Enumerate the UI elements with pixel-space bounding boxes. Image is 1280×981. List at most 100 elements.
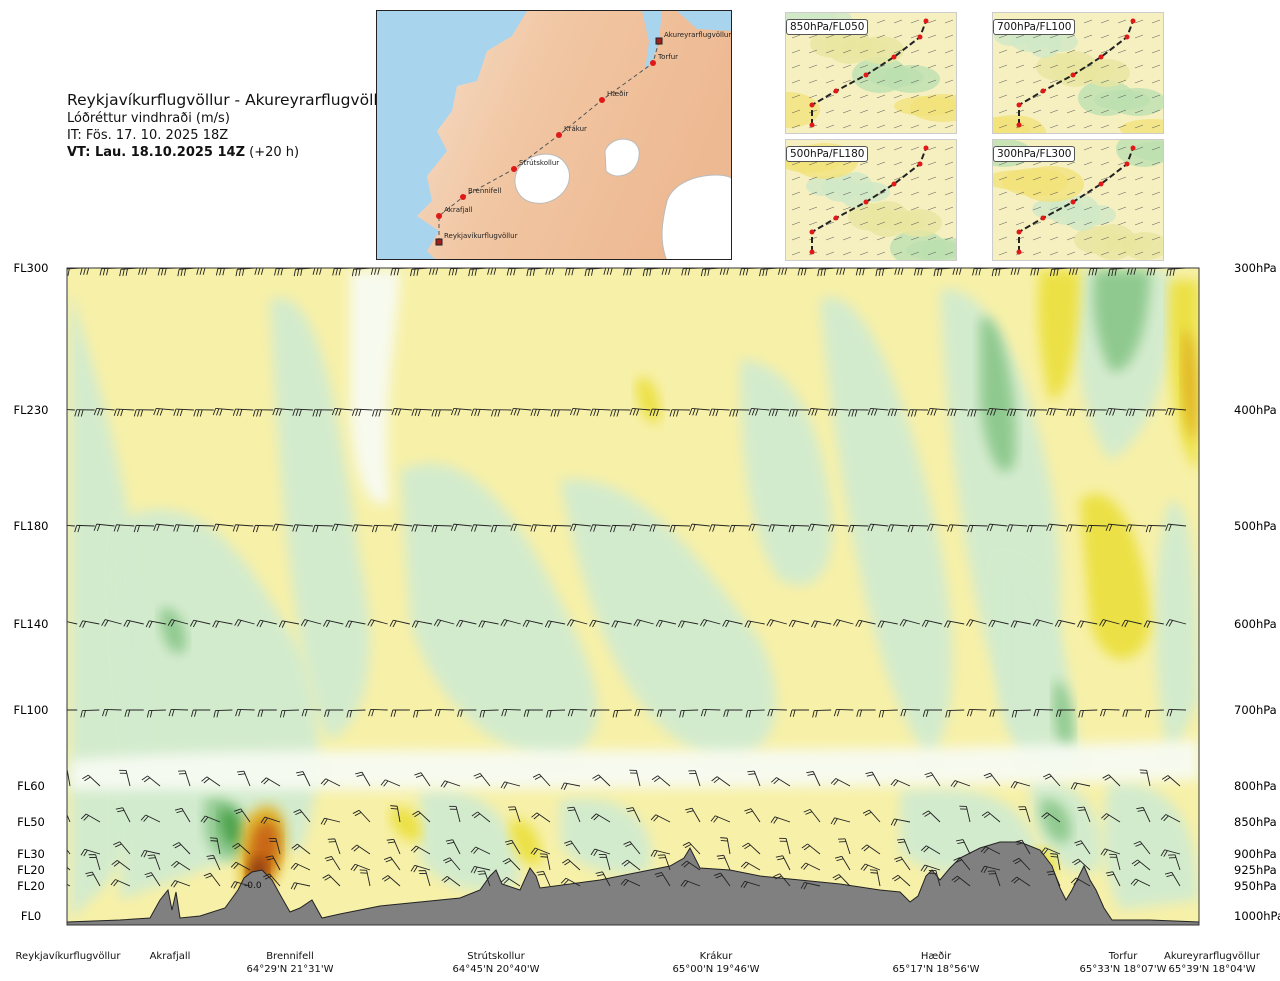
- wind-barb-feather: [550, 409, 554, 417]
- wind-barb-feather: [434, 709, 438, 717]
- wind-barb-feather: [263, 817, 268, 825]
- mini-map-barb: [1015, 176, 1025, 181]
- wind-barb-feather: [367, 619, 372, 626]
- wind-barb-feather: [490, 525, 494, 533]
- wind-barb-feather: [431, 409, 435, 417]
- mini-map-barb: [910, 34, 920, 39]
- wind-barb-feather: [1100, 709, 1103, 717]
- wind-barb-feather: [293, 864, 299, 871]
- mini-map-barb: [1117, 191, 1127, 196]
- wind-barb-feather: [920, 268, 923, 276]
- wind-barb-feather: [428, 268, 432, 275]
- wind-barb-feather: [970, 709, 973, 717]
- wind-barb-feather: [739, 268, 742, 276]
- mini-map-barb: [1134, 94, 1144, 99]
- waypoint-label: Torfur 65°33'N 18°07'W: [1080, 950, 1167, 976]
- mini-map-barb: [1151, 191, 1161, 196]
- wind-barb-feather: [417, 409, 421, 417]
- wind-barb-feather: [1070, 782, 1075, 790]
- wind-barb-feather: [278, 408, 283, 416]
- field-region: [270, 298, 370, 740]
- wind-barb-feather: [1029, 525, 1033, 533]
- wind-barb-feather: [393, 709, 397, 717]
- wind-barb-feather: [855, 268, 859, 276]
- wind-barb-feather: [411, 524, 415, 532]
- wind-barb-feather: [454, 408, 458, 416]
- wind-barb-feather: [550, 525, 554, 533]
- wind-barb-feather: [719, 268, 723, 275]
- wind-barb-feather: [537, 873, 545, 876]
- wind-barb-feather: [1011, 710, 1015, 718]
- wind-barb-feather: [983, 847, 989, 854]
- wind-barb-feather: [655, 619, 660, 627]
- mini-map-barb: [1049, 94, 1059, 99]
- wind-barb-feather: [83, 815, 89, 821]
- wind-barb-feather: [836, 709, 840, 717]
- wind-barb-feather: [1049, 524, 1053, 532]
- left-axis-label: FL20: [17, 879, 45, 893]
- wind-barb-feather: [720, 837, 728, 839]
- mini-map-barb: [1049, 64, 1059, 69]
- wind-barb-feather: [272, 408, 276, 416]
- field-region: [420, 788, 520, 891]
- mini-map-point: [1070, 72, 1076, 78]
- mini-map-barb: [876, 176, 886, 181]
- mini-map-barb: [944, 19, 954, 24]
- wind-barb-feather: [441, 876, 448, 882]
- wind-barb-feather: [679, 710, 682, 718]
- wind-barb-feather: [859, 709, 863, 717]
- wind-barb-feather: [755, 408, 759, 416]
- wind-barb-feather: [1066, 524, 1070, 532]
- mini-map-barb: [944, 64, 954, 69]
- wind-barb-feather: [747, 621, 752, 628]
- wind-barb-feather: [930, 408, 934, 416]
- wind-barb-feather: [1112, 408, 1116, 416]
- wind-barb-feather: [913, 268, 917, 276]
- wind-barb-feather: [115, 843, 122, 848]
- wind-barb-feather: [194, 709, 197, 717]
- valid-time-prefix: VT: Lau. 18.10.2025 14Z: [67, 145, 246, 160]
- mini-map-barb: [859, 221, 869, 226]
- wind-barb-feather: [157, 268, 161, 276]
- wind-barb-feather: [386, 838, 394, 841]
- mini-map-barb: [910, 161, 920, 166]
- wind-barb-feather: [172, 842, 180, 847]
- wind-barb-feather: [159, 408, 163, 416]
- wind-barb-feather: [295, 524, 299, 532]
- map-station-label: Strútskollur: [519, 159, 559, 167]
- left-axis-label: FL60: [17, 779, 45, 793]
- wind-barb-feather: [1073, 783, 1078, 790]
- wind-barb-feather: [1103, 709, 1106, 717]
- vertical-wind-field: [70, 270, 1199, 920]
- mini-map-barb: [1066, 109, 1076, 114]
- wind-barb-feather: [1066, 408, 1070, 416]
- wind-barb-feather: [235, 709, 239, 717]
- mini-map-barb: [927, 161, 937, 166]
- wind-barb-feather: [870, 524, 875, 532]
- wind-barb-feather: [751, 408, 756, 416]
- wind-barb-feather: [745, 268, 749, 276]
- wind-barb-feather: [1166, 709, 1170, 717]
- wind-barb-feather: [1148, 525, 1152, 533]
- wind-barb-feather: [503, 782, 508, 789]
- wind-barb-feather: [141, 268, 145, 275]
- wind-barb-feather: [233, 882, 238, 889]
- wind-barb-feather: [300, 619, 306, 626]
- mini-map-barb: [825, 191, 835, 196]
- wind-barb-feather: [688, 523, 693, 531]
- mini-map-barb: [1100, 236, 1110, 241]
- wind-barb-feather: [713, 872, 721, 876]
- mini-map-barb: [910, 146, 920, 151]
- map-station-label: Reykjavíkurflugvöllur: [444, 232, 518, 240]
- wind-barb-feather: [920, 864, 926, 872]
- wind-barb-feather: [326, 620, 331, 628]
- mini-map-point: [1098, 181, 1104, 187]
- wind-barb-feather: [513, 268, 516, 276]
- wind-barb-feather: [1069, 409, 1073, 417]
- wind-barb-feather: [500, 619, 505, 626]
- wind-barb-feather: [815, 710, 818, 718]
- mini-map-barb: [808, 206, 818, 211]
- wind-barb-feather: [234, 808, 241, 812]
- wind-barb-feather: [83, 849, 88, 857]
- wind-barb-feather: [682, 841, 690, 846]
